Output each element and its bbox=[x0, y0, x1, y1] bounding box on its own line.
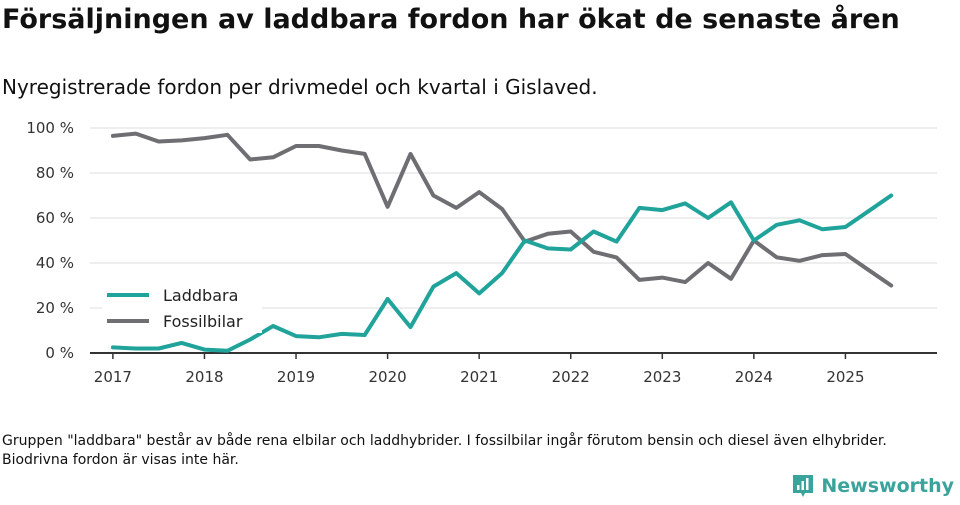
x-tick-label: 2017 bbox=[94, 368, 132, 386]
x-tick-label: 2022 bbox=[552, 368, 590, 386]
x-tick-label: 2019 bbox=[277, 368, 315, 386]
y-tick-label: 0 % bbox=[45, 344, 74, 362]
series-line-fossilbilar bbox=[110, 131, 894, 288]
legend: Laddbara Fossilbilar bbox=[102, 281, 262, 333]
legend-label: Laddbara bbox=[163, 286, 238, 305]
y-tick-label: 80 % bbox=[36, 164, 74, 182]
series-lines bbox=[110, 131, 894, 353]
chart-title: Försäljningen av laddbara fordon har öka… bbox=[2, 4, 900, 35]
brand-name: Newsworthy bbox=[821, 475, 954, 497]
legend-background bbox=[102, 281, 262, 333]
brand-logo[interactable]: Newsworthy bbox=[791, 473, 954, 499]
series-line-laddbara bbox=[110, 193, 894, 353]
x-tick-label: 2024 bbox=[735, 368, 773, 386]
x-tick-label: 2020 bbox=[369, 368, 407, 386]
y-tick-label: 40 % bbox=[36, 254, 74, 272]
gridlines bbox=[90, 127, 937, 309]
x-tick-label: 2018 bbox=[185, 368, 223, 386]
x-tick-label: 2023 bbox=[643, 368, 681, 386]
legend-label: Fossilbilar bbox=[163, 312, 243, 331]
x-axis: 2017 2018 2019 2020 2021 2022 2023 2024 2025 bbox=[90, 352, 937, 386]
x-tick-label: 2021 bbox=[460, 368, 498, 386]
footnote: Gruppen "laddbara" består av både rena e… bbox=[2, 433, 887, 468]
y-tick-label: 60 % bbox=[36, 209, 74, 227]
y-axis: 0 % 20 % 40 % 60 % 80 % 100 % bbox=[26, 119, 74, 362]
chart-subtitle: Nyregistrerade fordon per drivmedel och … bbox=[2, 75, 598, 99]
y-tick-label: 20 % bbox=[36, 299, 74, 317]
y-tick-label: 100 % bbox=[26, 119, 74, 137]
newsworthy-logo-icon bbox=[793, 475, 814, 497]
x-tick-label: 2025 bbox=[826, 368, 864, 386]
